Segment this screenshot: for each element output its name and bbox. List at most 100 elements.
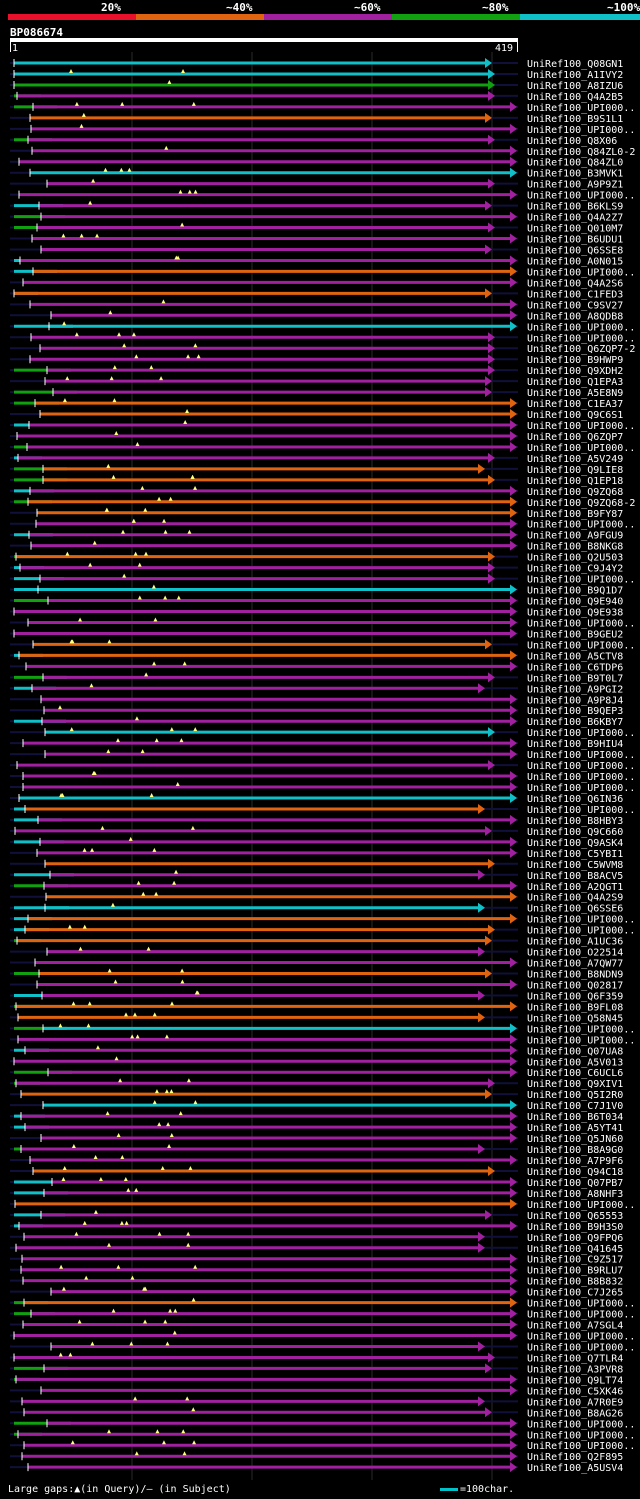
hit-label-link[interactable]: UniRef100_A3PVR8	[527, 1364, 623, 1375]
hit-label-link[interactable]: UniRef100_Q6SSE6	[527, 904, 623, 915]
hit-label-link[interactable]: UniRef100_B8NKG8	[527, 542, 623, 553]
hit-label-link[interactable]: UniRef100_Q1EP18	[527, 476, 623, 487]
hit-label-link[interactable]: UniRef100_UPI000..	[527, 772, 635, 783]
hit-label-link[interactable]: UniRef100_Q84ZL0	[527, 158, 623, 169]
hit-label-link[interactable]: UniRef100_Q4A2S9	[527, 893, 623, 904]
hit-label-link[interactable]: UniRef100_UPI000..	[527, 1441, 635, 1452]
hit-label-link[interactable]: UniRef100_C5WVM8	[527, 860, 623, 871]
hit-label-link[interactable]: UniRef100_UPI000..	[527, 1310, 635, 1321]
hit-label-link[interactable]: UniRef100_Q9C6S1	[527, 410, 623, 421]
hit-label-link[interactable]: UniRef100_Q6SSE8	[527, 245, 623, 256]
hit-label-link[interactable]: UniRef100_Q9XDH2	[527, 366, 623, 377]
hit-label-link[interactable]: UniRef100_B9FL08	[527, 1002, 623, 1013]
hit-label-link[interactable]: UniRef100_Q58N45	[527, 1013, 623, 1024]
hit-label-link[interactable]: UniRef100_A7SGL4	[527, 1321, 623, 1332]
hit-label-link[interactable]: UniRef100_A0N015	[527, 256, 623, 267]
hit-label-link[interactable]: UniRef100_UPI000..	[527, 1332, 635, 1343]
hit-label-link[interactable]: UniRef100_B6KLS9	[527, 202, 623, 213]
hit-label-link[interactable]: UniRef100_UPI000..	[527, 750, 635, 761]
hit-label-link[interactable]: UniRef100_A1UC36	[527, 937, 623, 948]
hit-label-link[interactable]: UniRef100_B8ACV5	[527, 871, 623, 882]
hit-label-link[interactable]: UniRef100_B9H3S0	[527, 1222, 623, 1233]
hit-label-link[interactable]: UniRef100_B9GEU2	[527, 629, 623, 640]
hit-label-link[interactable]: UniRef100_Q010M7	[527, 224, 623, 235]
hit-label-link[interactable]: UniRef100_UPI000..	[527, 1035, 635, 1046]
hit-label-link[interactable]: UniRef100_B8HBY3	[527, 816, 623, 827]
hit-label-link[interactable]: UniRef100_A2QGT1	[527, 882, 623, 893]
hit-label-link[interactable]: UniRef100_UPI000..	[527, 191, 635, 202]
hit-label-link[interactable]: UniRef100_Q6IN36	[527, 794, 623, 805]
hit-label-link[interactable]: UniRef100_C1EA37	[527, 399, 623, 410]
hit-label-link[interactable]: UniRef100_A8IZU6	[527, 81, 623, 92]
hit-label-link[interactable]: UniRef100_Q9ZQ68-2	[527, 498, 635, 509]
hit-label-link[interactable]: UniRef100_UPI000..	[527, 125, 635, 136]
hit-label-link[interactable]: UniRef100_UPI000..	[527, 1430, 635, 1441]
hit-label-link[interactable]: UniRef100_UPI000..	[527, 926, 635, 937]
hit-label-link[interactable]: UniRef100_C6TDP6	[527, 662, 623, 673]
hit-label-link[interactable]: UniRef100_Q6ZQP7	[527, 432, 623, 443]
hit-label-link[interactable]: UniRef100_Q6F359	[527, 991, 623, 1002]
hit-label-link[interactable]: UniRef100_Q9E938	[527, 608, 623, 619]
hit-label-link[interactable]: UniRef100_B9S1L1	[527, 114, 623, 125]
hit-label-link[interactable]: UniRef100_A5V249	[527, 454, 623, 465]
hit-label-link[interactable]: UniRef100_Q6ZQP7-2	[527, 344, 635, 355]
hit-label-link[interactable]: UniRef100_UPI000..	[527, 333, 635, 344]
hit-label-link[interactable]: UniRef100_UPI000..	[527, 1299, 635, 1310]
hit-label-link[interactable]: UniRef100_UPI000..	[527, 805, 635, 816]
hit-label-link[interactable]: UniRef100_UPI000..	[527, 520, 635, 531]
hit-label-link[interactable]: UniRef100_A8QDB8	[527, 311, 623, 322]
hit-label-link[interactable]: UniRef100_A5V013	[527, 1057, 623, 1068]
hit-label-link[interactable]: UniRef100_UPI000..	[527, 103, 635, 114]
hit-label-link[interactable]: UniRef100_Q4A2S6	[527, 278, 623, 289]
hit-label-link[interactable]: UniRef100_B9FY87	[527, 509, 623, 520]
hit-label-link[interactable]: UniRef100_Q94C18	[527, 1167, 623, 1178]
hit-label-link[interactable]: UniRef100_UPI000..	[527, 1419, 635, 1430]
hit-label-link[interactable]: UniRef100_UPI000..	[527, 443, 635, 454]
hit-label-link[interactable]: UniRef100_B6UDU1	[527, 235, 623, 246]
hit-label-link[interactable]: UniRef100_B8AG26	[527, 1408, 623, 1419]
hit-label-link[interactable]: UniRef100_Q5JN60	[527, 1134, 623, 1145]
hit-label-link[interactable]: UniRef100_A5CTV8	[527, 651, 623, 662]
hit-label-link[interactable]: UniRef100_A5YT41	[527, 1123, 623, 1134]
hit-label-link[interactable]: UniRef100_UPI000..	[527, 322, 635, 333]
hit-label-link[interactable]: UniRef100_Q8X06	[527, 136, 617, 147]
hit-label-link[interactable]: UniRef100_Q9LIE8	[527, 465, 623, 476]
hit-label-link[interactable]: UniRef100_B9Q1D7	[527, 586, 623, 597]
hit-label-link[interactable]: UniRef100_UPI000..	[527, 1024, 635, 1035]
hit-label-link[interactable]: UniRef100_A7P9F6	[527, 1156, 623, 1167]
hit-label-link[interactable]: UniRef100_UPI000..	[527, 1200, 635, 1211]
hit-label-link[interactable]: UniRef100_UPI000..	[527, 761, 635, 772]
hit-label-link[interactable]: UniRef100_B8B832	[527, 1277, 623, 1288]
hit-label-link[interactable]: UniRef100_UPI000..	[527, 915, 635, 926]
hit-label-link[interactable]: UniRef100_Q9XIV1	[527, 1079, 623, 1090]
hit-label-link[interactable]: UniRef100_B9HIU4	[527, 739, 623, 750]
hit-label-link[interactable]: UniRef100_A5E8N9	[527, 388, 623, 399]
hit-label-link[interactable]: UniRef100_Q2U503	[527, 553, 623, 564]
hit-label-link[interactable]: UniRef100_C5YBI1	[527, 849, 623, 860]
hit-label-link[interactable]: UniRef100_UPI000..	[527, 267, 635, 278]
hit-label-link[interactable]: UniRef100_A8NHF3	[527, 1189, 623, 1200]
hit-label-link[interactable]: UniRef100_A9PGI2	[527, 684, 623, 695]
hit-label-link[interactable]: UniRef100_B9RLU7	[527, 1266, 623, 1277]
hit-label-link[interactable]: UniRef100_B8A9G0	[527, 1145, 623, 1156]
hit-label-link[interactable]: UniRef100_Q2F895	[527, 1452, 623, 1463]
hit-label-link[interactable]: UniRef100_B6KBY7	[527, 717, 623, 728]
hit-label-link[interactable]: UniRef100_Q9LT74	[527, 1375, 623, 1386]
hit-label-link[interactable]: UniRef100_UPI000..	[527, 728, 635, 739]
hit-label-link[interactable]: UniRef100_UPI000..	[527, 575, 635, 586]
hit-label-link[interactable]: UniRef100_Q9C660	[527, 827, 623, 838]
hit-label-link[interactable]: UniRef100_UPI000..	[527, 640, 635, 651]
hit-label-link[interactable]: UniRef100_A9P8J4	[527, 695, 623, 706]
hit-label-link[interactable]: UniRef100_B9T0L7	[527, 673, 623, 684]
hit-label-link[interactable]: UniRef100_UPI000..	[527, 618, 635, 629]
hit-label-link[interactable]: UniRef100_C6UCL6	[527, 1068, 623, 1079]
hit-label-link[interactable]: UniRef100_A7QW77	[527, 959, 623, 970]
hit-label-link[interactable]: UniRef100_Q84ZL0-2	[527, 147, 635, 158]
hit-label-link[interactable]: UniRef100_Q9FPQ6	[527, 1233, 623, 1244]
hit-label-link[interactable]: UniRef100_Q9ASK4	[527, 838, 623, 849]
hit-label-link[interactable]: UniRef100_B3MVK1	[527, 169, 623, 180]
hit-label-link[interactable]: UniRef100_Q1EPA3	[527, 377, 623, 388]
hit-label-link[interactable]: UniRef100_B6T034	[527, 1112, 623, 1123]
hit-label-link[interactable]: UniRef100_A1IVY2	[527, 70, 623, 81]
hit-label-link[interactable]: UniRef100_C5XK46	[527, 1386, 623, 1397]
